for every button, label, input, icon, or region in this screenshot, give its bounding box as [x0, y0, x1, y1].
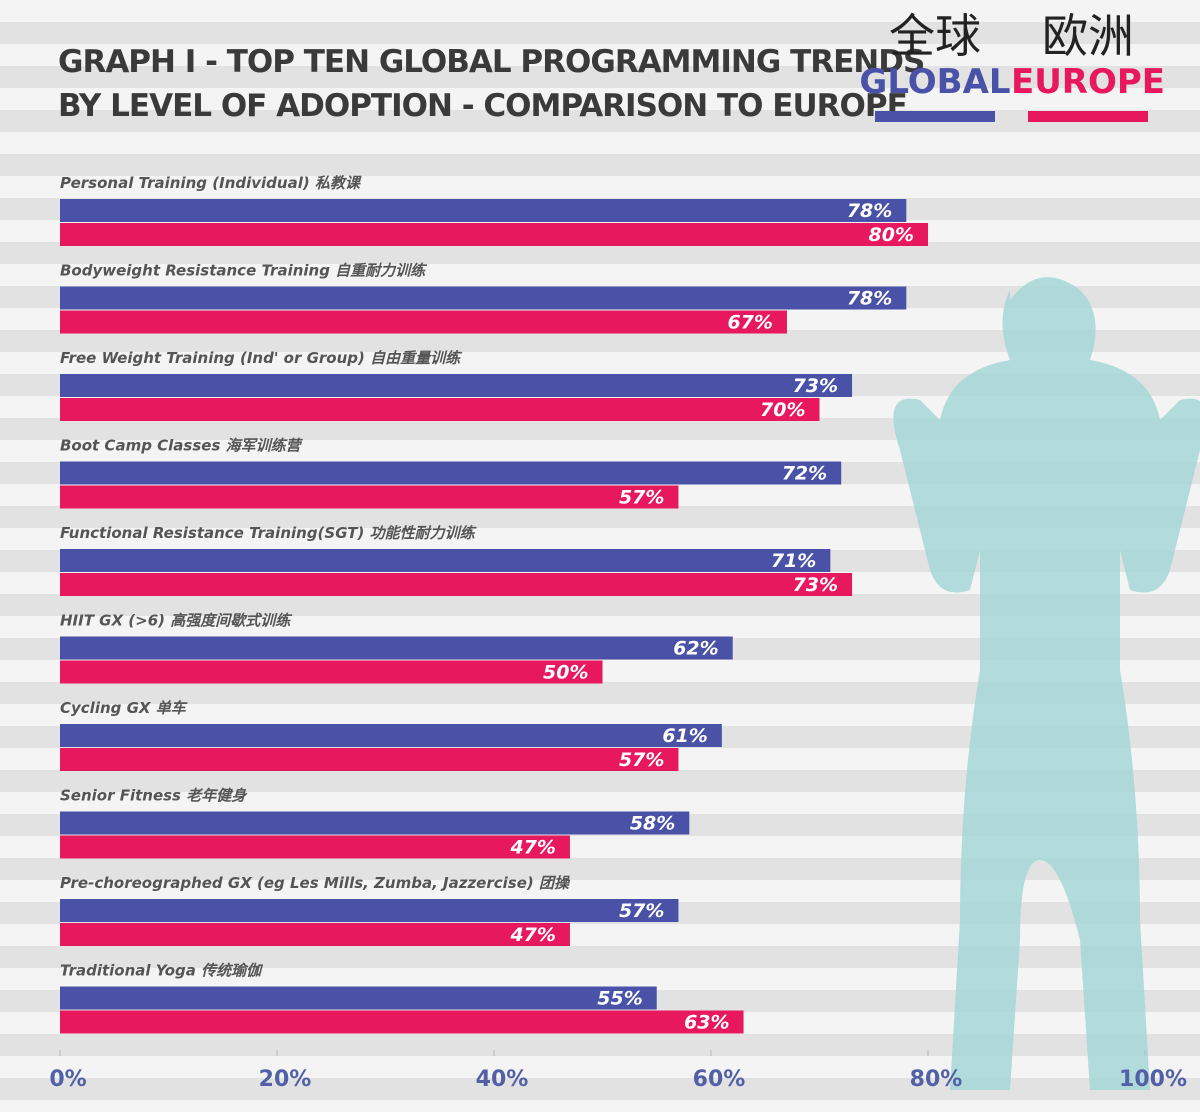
x-tick-label: 100%: [1119, 1067, 1187, 1092]
chart-title: BY LEVEL OF ADOPTION - COMPARISON TO EUR…: [58, 88, 907, 124]
value-label: 57%: [619, 900, 664, 922]
bar: [60, 811, 690, 835]
legend-label: EUROPE: [1011, 62, 1165, 102]
bar: [60, 310, 787, 334]
bar: [60, 899, 679, 922]
value-label: 73%: [793, 574, 838, 596]
bar: [60, 398, 820, 421]
bar: [60, 374, 853, 397]
bar: [60, 636, 733, 660]
category-label: Senior Fitness 老年健身: [60, 787, 248, 805]
bar: [60, 549, 831, 572]
x-tick-label: 20%: [259, 1067, 312, 1092]
value-label: 73%: [793, 375, 838, 397]
value-label: 70%: [760, 399, 805, 421]
category-label: Functional Resistance Training(SGT) 功能性耐…: [60, 524, 478, 542]
bar: [60, 923, 570, 946]
x-tick-label: 80%: [910, 1067, 963, 1092]
legend-swatch: [1028, 111, 1148, 122]
value-label: 61%: [662, 725, 707, 747]
bar: [60, 1010, 744, 1034]
value-label: 47%: [509, 837, 555, 859]
value-label: 55%: [597, 988, 642, 1010]
category-label: Bodyweight Resistance Training 自重耐力训练: [60, 262, 428, 280]
value-label: 58%: [630, 813, 675, 835]
bar: [60, 835, 570, 859]
bar: [60, 223, 928, 246]
x-tick-label: 0%: [49, 1067, 86, 1092]
bar: [60, 748, 679, 771]
category-label: Traditional Yoga 传统瑜伽: [60, 962, 263, 980]
bar: [60, 986, 657, 1010]
x-tick-label: 40%: [476, 1067, 529, 1092]
value-label: 67%: [727, 312, 772, 334]
bar: [60, 573, 853, 596]
value-label: 50%: [543, 662, 588, 684]
silhouette: [893, 277, 1200, 1090]
value-label: 57%: [619, 487, 664, 509]
value-label: 63%: [684, 1012, 729, 1034]
value-label: 71%: [771, 550, 816, 572]
bar: [60, 199, 907, 222]
x-tick-label: 60%: [693, 1067, 746, 1092]
category-label: HIIT GX (>6) 高强度间歇式训练: [60, 612, 293, 630]
legend-swatch: [875, 111, 995, 122]
value-label: 80%: [869, 224, 914, 246]
value-label: 72%: [782, 463, 827, 485]
legend-label-cn: 欧洲: [1042, 9, 1134, 63]
value-label: 47%: [509, 924, 555, 946]
category-label: Boot Camp Classes 海军训练营: [60, 437, 304, 455]
chart-title: GRAPH I - TOP TEN GLOBAL PROGRAMMING TRE…: [58, 44, 924, 80]
bar: [60, 286, 907, 310]
bar: [60, 660, 603, 684]
bar: [60, 724, 722, 747]
legend-label: GLOBAL: [859, 62, 1010, 102]
category-label: Free Weight Training (Ind' or Group) 自由重…: [60, 349, 463, 367]
category-label: Personal Training (Individual) 私教课: [60, 174, 362, 192]
category-label: Pre-choreographed GX (eg Les Mills, Zumb…: [60, 874, 571, 892]
bar: [60, 461, 842, 485]
category-label: Cycling GX 单车: [60, 699, 188, 717]
value-label: 62%: [673, 638, 718, 660]
value-label: 78%: [847, 288, 892, 310]
legend-label-cn: 全球: [889, 9, 981, 63]
bar: [60, 485, 679, 509]
value-label: 57%: [619, 749, 664, 771]
value-label: 78%: [847, 200, 892, 222]
